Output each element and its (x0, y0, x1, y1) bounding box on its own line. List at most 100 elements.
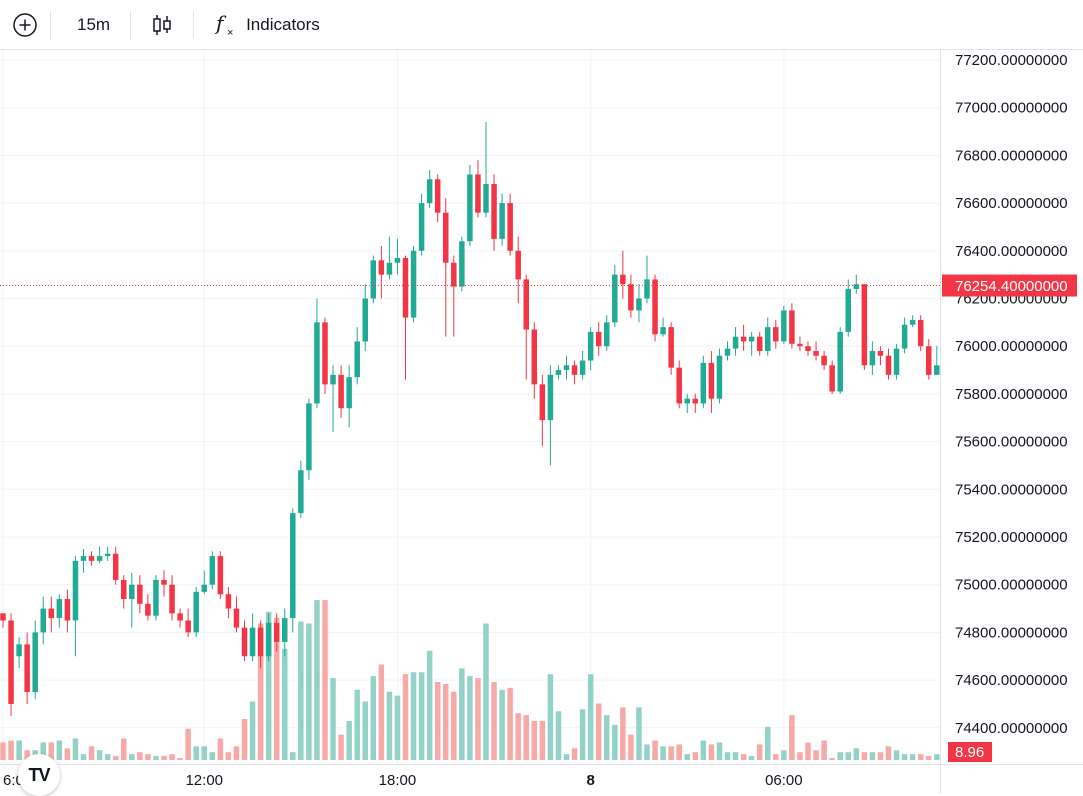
candle-body (539, 384, 546, 421)
candle-body (418, 203, 425, 251)
volume-bar (354, 689, 360, 760)
toolbar-separator (130, 10, 132, 39)
volume-bar (821, 740, 827, 760)
candle-body (917, 319, 924, 347)
candle-body (241, 627, 248, 657)
price-scale[interactable] (940, 50, 1083, 794)
chart-area[interactable]: 77200.00000000 77000.00000000 76800.000000… (0, 50, 1083, 796)
candle-body (426, 179, 433, 204)
volume-bar (426, 650, 433, 760)
volume-bar (620, 707, 626, 760)
volume-bar (934, 754, 940, 760)
price-tick-label: 76800.00000000 (955, 147, 1068, 164)
chart-type-button[interactable] (131, 0, 193, 49)
candle-body (298, 470, 304, 514)
volume-bar (467, 676, 473, 760)
candle-body (901, 324, 908, 349)
volume-bar (491, 682, 497, 760)
interval-button[interactable]: 15m (51, 0, 130, 49)
candle-body (161, 579, 167, 585)
volume-bar (805, 742, 811, 760)
volume-bar (137, 752, 143, 760)
candle-body (129, 584, 135, 600)
price-tick-label: 75200.00000000 (955, 529, 1068, 546)
candle-body (330, 374, 336, 385)
time-scale[interactable] (0, 764, 940, 794)
candle-body (732, 336, 739, 349)
volume-bar (499, 689, 505, 760)
volume-bar (80, 754, 87, 760)
candle-body (56, 599, 63, 619)
volume-bar (740, 754, 747, 760)
volume-bar (459, 668, 465, 760)
volume-bar (684, 754, 690, 760)
candle-body (507, 203, 513, 251)
volume-bar (410, 672, 417, 760)
volume-tag (948, 742, 992, 762)
candle-body (402, 257, 409, 318)
candle-body (193, 591, 199, 633)
add-symbol-button[interactable] (0, 0, 50, 49)
candle-body (660, 327, 666, 335)
volume-bar (901, 754, 908, 760)
volume-bar (451, 691, 457, 760)
candle-body (8, 620, 14, 704)
volume-bar (732, 752, 739, 760)
volume-bar (129, 754, 135, 760)
candle-body (233, 608, 240, 628)
volume-bar (547, 674, 554, 760)
volume-bar (282, 648, 288, 760)
volume-bar (112, 756, 119, 760)
volume-bar (700, 740, 707, 760)
volume-bar (169, 754, 175, 760)
volume-bar (161, 756, 167, 760)
volume-bar (587, 674, 594, 760)
volume-bar (434, 682, 441, 760)
candle-body (668, 327, 674, 368)
interval-label: 15m (77, 14, 111, 34)
candle-body (934, 365, 940, 375)
candle-body (96, 556, 103, 561)
candle-body (169, 584, 175, 614)
candle-body (24, 644, 30, 693)
candle-body (370, 260, 377, 299)
candlestick-chart[interactable]: 77200.00000000 77000.00000000 76800.000000… (0, 50, 1083, 794)
last-price-tag (942, 274, 1077, 297)
candle-body (571, 365, 578, 375)
candle-body (137, 584, 143, 604)
candle-body (153, 579, 159, 616)
fx-icon: f × (214, 11, 233, 39)
candle-body (483, 184, 489, 213)
indicators-button[interactable]: f × Indicators (194, 0, 330, 49)
candle-body (362, 298, 368, 342)
candle-body (290, 513, 296, 619)
candle-body (716, 355, 723, 399)
volume-bar (24, 750, 30, 760)
candle-body (338, 374, 344, 409)
last-price-label: 76254.40000000 (955, 278, 1068, 295)
candle-body (491, 184, 497, 239)
volume-bar (370, 676, 377, 760)
volume-bar (145, 754, 151, 760)
candle-body (853, 284, 860, 289)
volume-bar (483, 623, 489, 760)
candle-body (893, 348, 900, 375)
candle-body (88, 556, 95, 561)
candle-body (523, 279, 529, 330)
time-tick-label: 8 (586, 772, 594, 789)
volume-bar (64, 748, 71, 760)
volume-bar (185, 728, 191, 760)
volume-bar (201, 746, 207, 760)
candle-body (797, 343, 803, 347)
candle-body (434, 179, 441, 213)
candle-body (813, 350, 819, 356)
price-tick-label: 74400.00000000 (955, 720, 1068, 737)
toolbar-separator (50, 10, 51, 39)
candle-body (16, 644, 22, 657)
volume-bar (475, 678, 481, 760)
tradingview-logo[interactable]: TV (18, 754, 60, 796)
candle-body (773, 327, 779, 342)
candle-body (837, 331, 843, 392)
price-tick-label: 76600.00000000 (955, 195, 1068, 212)
price-tick-label: 77200.00000000 (955, 52, 1068, 69)
